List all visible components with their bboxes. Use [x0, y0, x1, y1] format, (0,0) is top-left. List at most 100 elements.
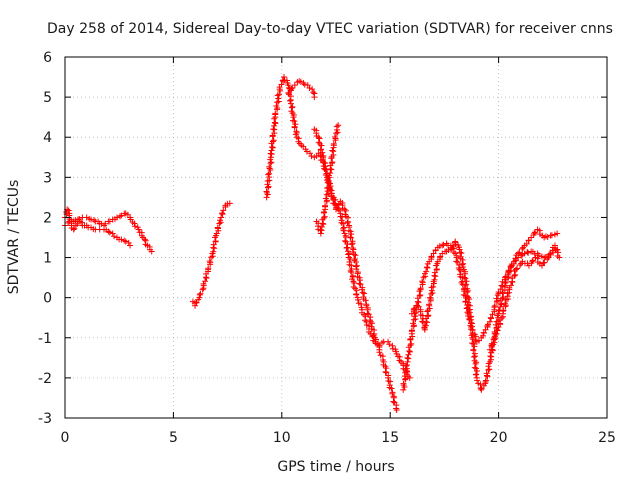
data-point-trail: [317, 152, 325, 164]
series-track-i: [408, 226, 561, 393]
data-point-trail: [423, 260, 431, 275]
data-point: [118, 236, 125, 243]
data-point: [148, 248, 155, 255]
data-point-trail: [389, 345, 400, 355]
data-point-trail: [482, 360, 493, 384]
y-tick-label: 5: [43, 90, 52, 106]
data-point-trail: [132, 223, 141, 231]
data-point-trail: [440, 241, 447, 248]
data-point-trail: [395, 353, 403, 364]
data-point: [528, 234, 535, 241]
data-point-trail: [339, 200, 346, 212]
series-track-d: [263, 74, 413, 381]
data-point-trail: [310, 89, 318, 97]
data-point-trail: [385, 377, 396, 396]
data-point-trail: [390, 393, 400, 412]
data-point: [311, 94, 318, 101]
data-point-trail: [289, 111, 300, 138]
data-point-trail: [117, 213, 124, 220]
series-track-e: [285, 78, 318, 101]
data-point: [486, 318, 493, 325]
data-point-trail: [63, 208, 70, 218]
data-point-trail: [267, 115, 279, 158]
data-point-trail: [106, 229, 113, 236]
data-point: [393, 350, 400, 357]
data-point-trail: [91, 217, 98, 224]
data-point: [291, 82, 298, 89]
data-point-trail: [500, 289, 512, 315]
data-point: [439, 242, 446, 249]
data-point-trail: [542, 233, 551, 241]
data-point-trail: [334, 201, 342, 211]
y-tick-label: 1: [43, 251, 52, 267]
x-tick-label: 5: [169, 430, 178, 446]
data-point-trail: [478, 380, 489, 392]
data-point-trail: [535, 252, 545, 260]
data-point-trail: [386, 341, 393, 348]
data-point: [218, 214, 225, 221]
y-tick-label: -2: [38, 371, 52, 387]
axis-ticks: 0 5 10 15 20 25 -3 -2 -1 0 1 2 3 4 5 6: [38, 50, 616, 446]
data-point: [127, 242, 134, 249]
data-point-trail: [342, 207, 351, 226]
data-point: [83, 214, 90, 221]
series-track-h: [400, 240, 561, 393]
data-point-trail: [72, 217, 79, 224]
data-point-trail: [281, 76, 291, 86]
data-point-trail: [337, 213, 348, 234]
data-point-trail: [448, 239, 459, 251]
data-point-trail: [325, 144, 337, 179]
data-point: [335, 122, 342, 129]
data-point-trail: [272, 87, 284, 118]
data-point-trail: [548, 231, 558, 239]
data-point: [285, 82, 292, 89]
data-point-trail: [214, 217, 224, 234]
data-point: [114, 214, 121, 221]
data-point-trail: [121, 237, 128, 244]
data-point-trail: [303, 148, 310, 155]
data-point-trail: [358, 309, 369, 324]
data-point: [306, 150, 313, 157]
series-track-j: [486, 242, 563, 353]
data-point-trail: [536, 227, 546, 239]
data-point: [135, 226, 142, 233]
data-point-trail: [552, 245, 562, 259]
data-point-trail: [399, 360, 407, 372]
x-tick-label: 20: [490, 430, 508, 446]
data-point: [70, 226, 77, 233]
data-point-trail: [516, 244, 527, 256]
data-point: [192, 302, 199, 309]
series-track-f: [311, 126, 400, 413]
data-point-trail: [102, 220, 109, 227]
data-point-trail: [330, 123, 341, 147]
data-point-trail: [146, 243, 153, 253]
data-point-trail: [469, 336, 481, 378]
data-point: [105, 228, 112, 235]
data-point-trail: [136, 229, 145, 239]
series-track-a: [62, 206, 134, 249]
data-point-trail: [491, 292, 501, 311]
series-track-b: [62, 210, 155, 255]
y-tick-label: 3: [43, 170, 52, 186]
data-point-trail: [436, 253, 444, 263]
data-point-trail: [521, 260, 531, 267]
data-point-trail: [76, 215, 83, 222]
data-point: [406, 374, 413, 381]
data-point-trail: [465, 296, 476, 339]
data-point-trail: [404, 333, 416, 362]
y-tick-label: 4: [43, 130, 52, 146]
data-point-trail: [111, 233, 118, 240]
data-point-trail: [350, 280, 360, 298]
data-point-trail: [534, 255, 543, 267]
y-axis-label: SDTVAR / TECUs: [6, 180, 22, 295]
data-point-trail: [349, 248, 361, 276]
data-point-trail: [410, 305, 418, 315]
data-point-trail: [210, 232, 220, 255]
data-point-trail: [364, 304, 374, 324]
data-point-trail: [376, 349, 386, 363]
data-point-trail: [317, 208, 328, 234]
y-tick-label: -3: [38, 411, 52, 427]
data-point-trail: [514, 260, 525, 272]
data-point: [350, 278, 357, 285]
